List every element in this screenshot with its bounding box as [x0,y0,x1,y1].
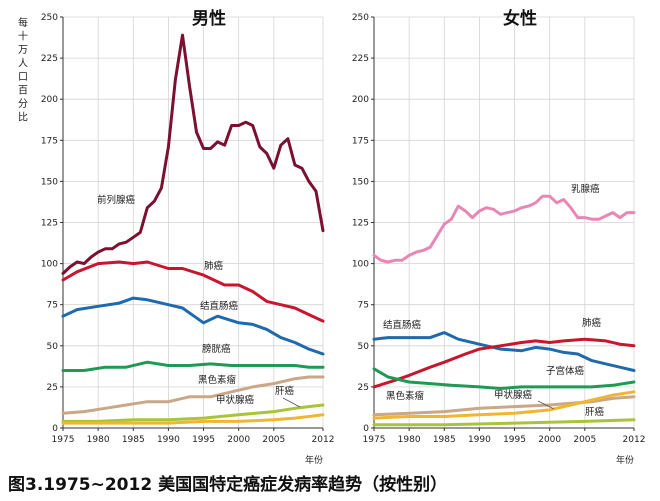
x-tick-label: 1975 [363,435,386,445]
series-line [372,390,636,420]
y-tick-label: 225 [352,54,369,64]
y-tick-label: 50 [47,342,59,352]
chart-title: 女性 [503,8,537,29]
chart-title: 男性 [192,8,226,29]
series-label: 肝癌 [585,406,605,418]
series-label: 子宫体癌 [546,365,585,377]
male-chart: 0 25 50 75 100 125 150 175 200 225 250 1975 1980 1985… [18,8,334,466]
series-label: 肝癌 [275,385,295,397]
y-tick-label: 225 [41,54,58,64]
y-tick-label: 0 [363,424,369,434]
y-tick-label: 75 [47,301,58,311]
series-line [61,375,325,415]
y-tick-label: 50 [358,342,370,352]
x-tick-label: 1990 [157,435,180,445]
series-label: 结直肠癌 [383,319,422,331]
y-tick-label: 100 [41,260,58,270]
series-label: 黑色素瘤 [386,390,425,402]
x-tick-label: 1985 [122,435,145,445]
y-tick-label: 25 [47,383,58,393]
series-label: 乳腺癌 [571,183,600,195]
y-tick-label: 125 [352,219,369,229]
y-tick-label: 175 [352,136,369,146]
x-tick-label: 1995 [192,435,215,445]
series-label: 肺癌 [204,260,224,272]
series-line [372,418,636,427]
y-tick-label: 150 [41,177,58,187]
y-axis-label: 每十万人口百分比 [18,16,28,124]
x-tick-label: 1980 [87,435,110,445]
x-tick-label: 2005 [573,435,596,445]
series-label: 前列腺癌 [97,194,136,206]
y-tick-label: 75 [358,301,369,311]
female-chart: 0 25 50 75 100 125 150 175 200 225 250 1975 1980 1985… [352,8,646,466]
y-tick-label: 0 [52,424,58,434]
series-label: 肺癌 [582,317,602,329]
series-line [61,403,325,423]
series-label: 黑色素瘤 [198,374,237,386]
x-tick-label: 1975 [52,435,75,445]
y-tick-label: 200 [41,95,58,105]
y-tick-label: 100 [352,260,369,270]
series-line [372,331,636,372]
x-tick-label: 1985 [433,435,456,445]
series-label: 结直肠癌 [200,300,239,312]
y-tick-label: 200 [352,95,369,105]
label-leader-line [537,400,555,410]
y-tick-label: 125 [41,219,58,229]
x-tick-label: 2000 [538,435,561,445]
y-tick-label: 250 [352,13,369,23]
series-line [61,413,325,425]
label-leader-line [282,397,301,408]
figure-caption: 图3.1975~2012 美国国特定癌症发病率趋势（按性别） [8,475,448,495]
x-tick-label: 2012 [312,435,335,445]
series-line [372,194,636,264]
y-tick-label: 175 [41,136,58,146]
x-tick-label: 2000 [227,435,250,445]
x-tick-label: 1990 [468,435,491,445]
x-tick-label: 1980 [398,435,421,445]
series-line [372,395,636,417]
series-label: 甲状腺癌 [494,389,533,401]
x-axis-label: 年份 [305,454,323,466]
x-axis-label: 年份 [616,454,634,466]
series-line [61,260,325,323]
y-tick-label: 150 [352,177,369,187]
x-tick-label: 2005 [262,435,285,445]
series-line [372,337,636,389]
y-tick-label: 25 [358,383,369,393]
series-label: 甲状腺癌 [216,394,255,406]
series-line [372,367,636,390]
series-line [61,360,325,372]
x-tick-label: 2012 [623,435,646,445]
series-line [61,33,325,275]
y-tick-label: 250 [41,13,58,23]
x-tick-label: 1995 [503,435,526,445]
series-label: 膀胱癌 [202,343,231,355]
series-line [61,296,325,356]
